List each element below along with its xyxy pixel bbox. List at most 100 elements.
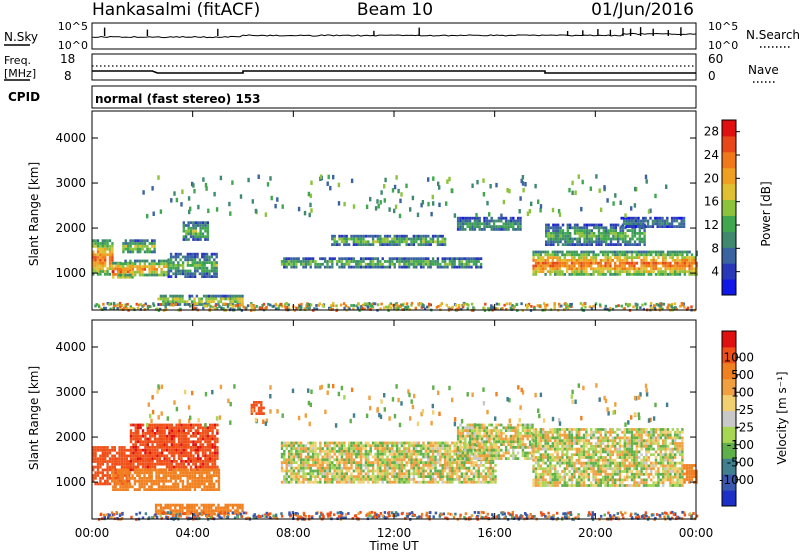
echo-cell [164, 468, 168, 472]
echo-cell [431, 478, 435, 481]
echo-cell [189, 226, 193, 230]
echo-cell [437, 305, 440, 308]
echo-cell [120, 451, 124, 455]
echo-cell [316, 452, 320, 456]
echo-cell [319, 174, 323, 179]
echo-cell [214, 294, 218, 298]
echo-cell [355, 240, 358, 244]
echo-cell [681, 259, 684, 262]
echo-cell [297, 455, 300, 459]
echo-cell [151, 443, 154, 446]
echo-cell [391, 452, 394, 456]
echo-cell [290, 447, 293, 450]
echo-cell [168, 423, 171, 427]
echo-cell [182, 434, 185, 438]
echo-cell [168, 432, 171, 435]
echo-cell [251, 199, 254, 204]
echo-cell [241, 300, 244, 304]
echo-cell [219, 506, 223, 510]
echo-cell [328, 444, 332, 448]
echo-cell [193, 258, 197, 262]
echo-cell [405, 464, 408, 467]
echo-cell [309, 262, 312, 266]
echo-cell [340, 265, 344, 269]
echo-cell [451, 469, 454, 473]
echo-cell [208, 474, 211, 477]
echo-cell [196, 266, 199, 270]
echo-cell [476, 225, 479, 228]
echo-cell [209, 457, 212, 460]
echo-cell [398, 464, 401, 467]
echo-cell [448, 458, 452, 462]
echo-cell [566, 223, 569, 227]
echo-cell [609, 232, 613, 235]
echo-cell [545, 226, 548, 230]
echo-cell [480, 222, 484, 226]
echo-cell [545, 223, 548, 227]
echo-cell [307, 455, 310, 459]
echo-cell [108, 451, 112, 455]
echo-cell [150, 468, 153, 472]
echo-cell [96, 244, 100, 248]
echo-cell [364, 472, 368, 476]
echo-cell [190, 503, 194, 507]
echo-cell [483, 219, 486, 223]
echo-cell [407, 455, 411, 459]
echo-cell [650, 273, 653, 276]
echo-cell [314, 452, 317, 456]
echo-cell [455, 472, 459, 476]
echo-cell [502, 228, 505, 231]
echo-cell [630, 273, 634, 276]
echo-cell [153, 268, 156, 271]
echo-cell [461, 305, 465, 309]
echo-cell [307, 441, 310, 445]
echo-cell [490, 228, 493, 231]
echo-cell [197, 460, 200, 463]
echo-cell [210, 255, 214, 259]
echo-cell [101, 270, 104, 273]
echo-cell [157, 485, 161, 489]
echo-cell [134, 451, 137, 455]
echo-cell [193, 300, 196, 304]
echo-cell [448, 472, 452, 476]
echo-cell [459, 225, 462, 228]
echo-cell [662, 253, 665, 257]
echo-cell [132, 423, 135, 427]
echo-cell [185, 451, 188, 455]
echo-cell [678, 253, 682, 257]
echo-cell [585, 253, 588, 257]
echo-cell [388, 265, 392, 269]
echo-cell [326, 475, 329, 478]
echo-cell [185, 465, 188, 469]
echo-cell [211, 462, 214, 466]
echo-cell [112, 488, 115, 491]
echo-cell [623, 253, 626, 257]
echo-cell [364, 464, 368, 467]
echo-cell [168, 462, 171, 466]
echo-cell [688, 259, 691, 262]
echo-cell [109, 307, 112, 311]
echo-cell [323, 466, 327, 470]
echo-cell [620, 225, 623, 228]
echo-cell [537, 253, 540, 257]
echo-cell [206, 232, 209, 236]
echo-cell [192, 462, 195, 466]
echo-cell [170, 426, 173, 430]
echo-cell [141, 429, 145, 432]
echo-cell [302, 469, 305, 473]
echo-cell [558, 264, 562, 268]
echo-cell [129, 451, 133, 455]
echo-cell [422, 304, 425, 307]
echo-cell [187, 229, 190, 233]
echo-cell [455, 469, 459, 473]
echo-cell [424, 475, 428, 478]
echo-cell [379, 458, 382, 462]
echo-cell [94, 239, 97, 243]
echo-cell [468, 222, 472, 226]
echo-cell [192, 440, 195, 444]
echo-cell [621, 259, 624, 262]
echo-cell [122, 270, 125, 274]
echo-cell [650, 270, 653, 273]
echo-cell [448, 475, 452, 478]
